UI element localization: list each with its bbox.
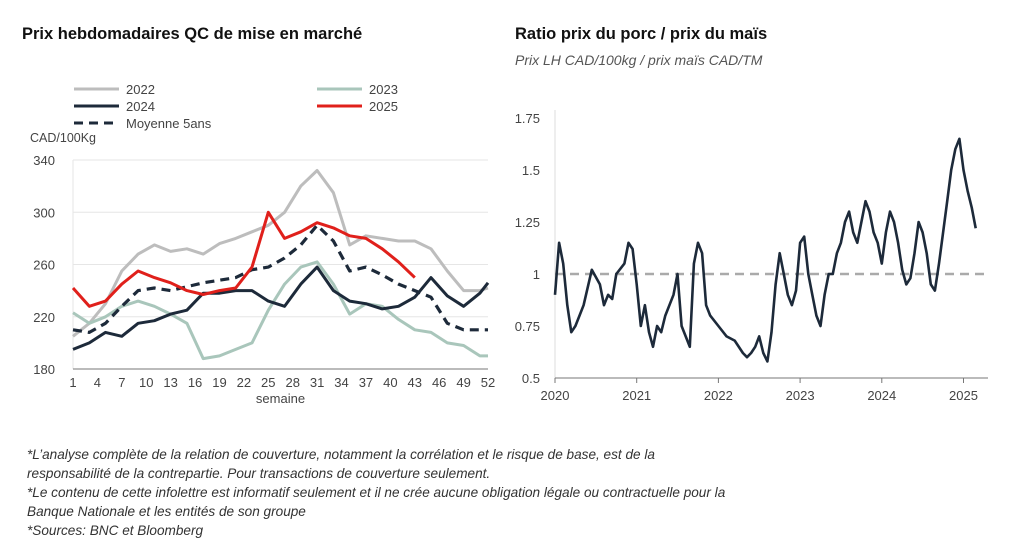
x-tick-label: 49 [456, 375, 470, 390]
x-tick-label: 2024 [867, 388, 896, 403]
y-tick-label: 1.75 [515, 111, 540, 126]
y-tick-label: 300 [33, 205, 55, 220]
x-tick-label: 4 [94, 375, 101, 390]
x-tick-label: 2022 [704, 388, 733, 403]
x-tick-label: 40 [383, 375, 397, 390]
y-tick-label: 180 [33, 362, 55, 377]
x-tick-label: 28 [285, 375, 299, 390]
right-chart-title: Ratio prix du porc / prix du maïs [515, 25, 768, 43]
right-line-chart: 0.5 0.75 1 1.25 1.5 1.75 2020 2021 2022 2023 2024 2… [515, 110, 988, 403]
series-line-2023 [72, 260, 488, 361]
legend-label: 2024 [126, 99, 155, 114]
footnote-line: *Sources: BNC et Bloomberg [27, 523, 204, 538]
right-chart-subtitle: Prix LH CAD/100kg / prix maïs CAD/TM [515, 52, 763, 68]
x-axis-label: semaine [256, 391, 305, 406]
y-tick-label: 260 [33, 258, 55, 273]
x-tick-label: 2023 [786, 388, 815, 403]
footnote-line: *L’analyse complète de la relation de co… [27, 447, 655, 462]
x-tick-label: 46 [432, 375, 446, 390]
x-tick-label: 25 [261, 375, 275, 390]
y-tick-label: 340 [33, 153, 55, 168]
x-tick-label: 10 [139, 375, 153, 390]
x-tick-label: 2021 [622, 388, 651, 403]
y-tick-label: 1 [533, 267, 540, 282]
x-tick-label: 31 [310, 375, 324, 390]
y-tick-label: 1.5 [522, 163, 540, 178]
series-line-2022 [72, 169, 489, 338]
y-tick-label: 1.25 [515, 215, 540, 230]
y-axis-label: CAD/100Kg [30, 131, 96, 145]
legend-label: 2022 [126, 82, 155, 97]
y-tick-label: 0.5 [522, 371, 540, 386]
y-tick-label: 220 [33, 310, 55, 325]
x-tick-label: 7 [118, 375, 125, 390]
x-tick-label: 2020 [541, 388, 570, 403]
x-tick-label: 2025 [949, 388, 978, 403]
x-tick-label: 1 [69, 375, 76, 390]
series-line-moyenne-5ans [72, 223, 488, 334]
series-line-2024 [72, 265, 490, 351]
x-tick-label: 22 [237, 375, 251, 390]
footnotes: *L’analyse complète de la relation de co… [27, 445, 987, 540]
x-tick-label: 43 [408, 375, 422, 390]
left-line-chart: 180 220 260 300 340 1 4 7 10 13 16 19 22 25 28 31 34 37 40… [30, 82, 495, 406]
footnote-line: responsabilité de la contrepartie. Pour … [27, 466, 491, 481]
x-tick-label: 37 [359, 375, 373, 390]
legend-label: 2025 [369, 99, 398, 114]
x-tick-label: 34 [334, 375, 348, 390]
x-tick-label: 16 [188, 375, 202, 390]
footnote-line: *Le contenu de cette infolettre est info… [27, 485, 726, 500]
x-tick-label: 52 [481, 375, 495, 390]
y-tick-label: 0.75 [515, 319, 540, 334]
legend-label: Moyenne 5ans [126, 116, 212, 131]
series-line-ratio [553, 137, 977, 363]
left-chart-title: Prix hebdomadaires QC de mise en marché [22, 25, 363, 43]
footnote-line: Banque Nationale et les entités de son g… [27, 504, 306, 519]
legend-label: 2023 [369, 82, 398, 97]
x-tick-label: 19 [212, 375, 226, 390]
x-tick-label: 13 [163, 375, 177, 390]
series-line-2025 [71, 210, 416, 308]
